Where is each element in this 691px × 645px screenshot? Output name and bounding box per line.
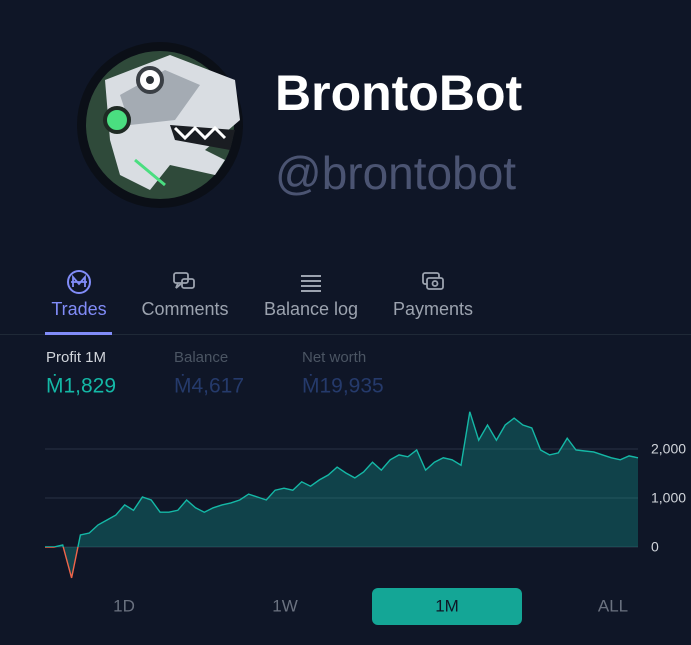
- stat-value: Ṁ19,935: [302, 375, 384, 398]
- tab-icon-balance-log: [301, 275, 321, 292]
- area-fill: [45, 411, 638, 578]
- stats: Profit 1M Ṁ1,829 Balance Ṁ4,617 Net worth Ṁ19…: [46, 349, 384, 398]
- time-range-button[interactable]: 1D: [113, 596, 135, 615]
- tab-icon-comments: [173, 272, 195, 289]
- stat-label: Profit 1M: [46, 349, 106, 366]
- time-range-button[interactable]: 1M: [435, 596, 459, 615]
- tab-label[interactable]: Comments: [141, 299, 228, 319]
- tab-bar: Trades Comments Balance log Payments: [51, 299, 473, 319]
- time-range-button[interactable]: ALL: [598, 596, 628, 615]
- display-name: BrontoBot: [275, 65, 522, 121]
- stat-value: Ṁ4,617: [174, 375, 244, 398]
- y-tick-label: 2,000: [651, 441, 686, 457]
- time-range-active[interactable]: [372, 588, 522, 625]
- tab-label[interactable]: Trades: [51, 299, 106, 319]
- active-tab-indicator: [45, 332, 112, 335]
- tab-label[interactable]: Balance log: [264, 299, 358, 319]
- avatar: [77, 42, 243, 208]
- stat-value: Ṁ1,829: [46, 375, 116, 398]
- stat-label: Net worth: [302, 349, 366, 366]
- profit-line: [45, 411, 639, 579]
- time-range-button[interactable]: 1W: [272, 596, 298, 615]
- time-range-selector: 1D 1W 1M ALL: [113, 588, 628, 625]
- stat-label: Balance: [174, 349, 228, 366]
- tab-icon-payments: [422, 272, 444, 290]
- tab-label[interactable]: Payments: [393, 299, 473, 319]
- tab-icon-trades: [67, 270, 91, 294]
- username: @brontobot: [275, 147, 516, 199]
- profit-chart: 0 1,000 2,000: [45, 411, 686, 579]
- y-tick-label: 1,000: [651, 490, 686, 506]
- y-tick-label: 0: [651, 539, 659, 555]
